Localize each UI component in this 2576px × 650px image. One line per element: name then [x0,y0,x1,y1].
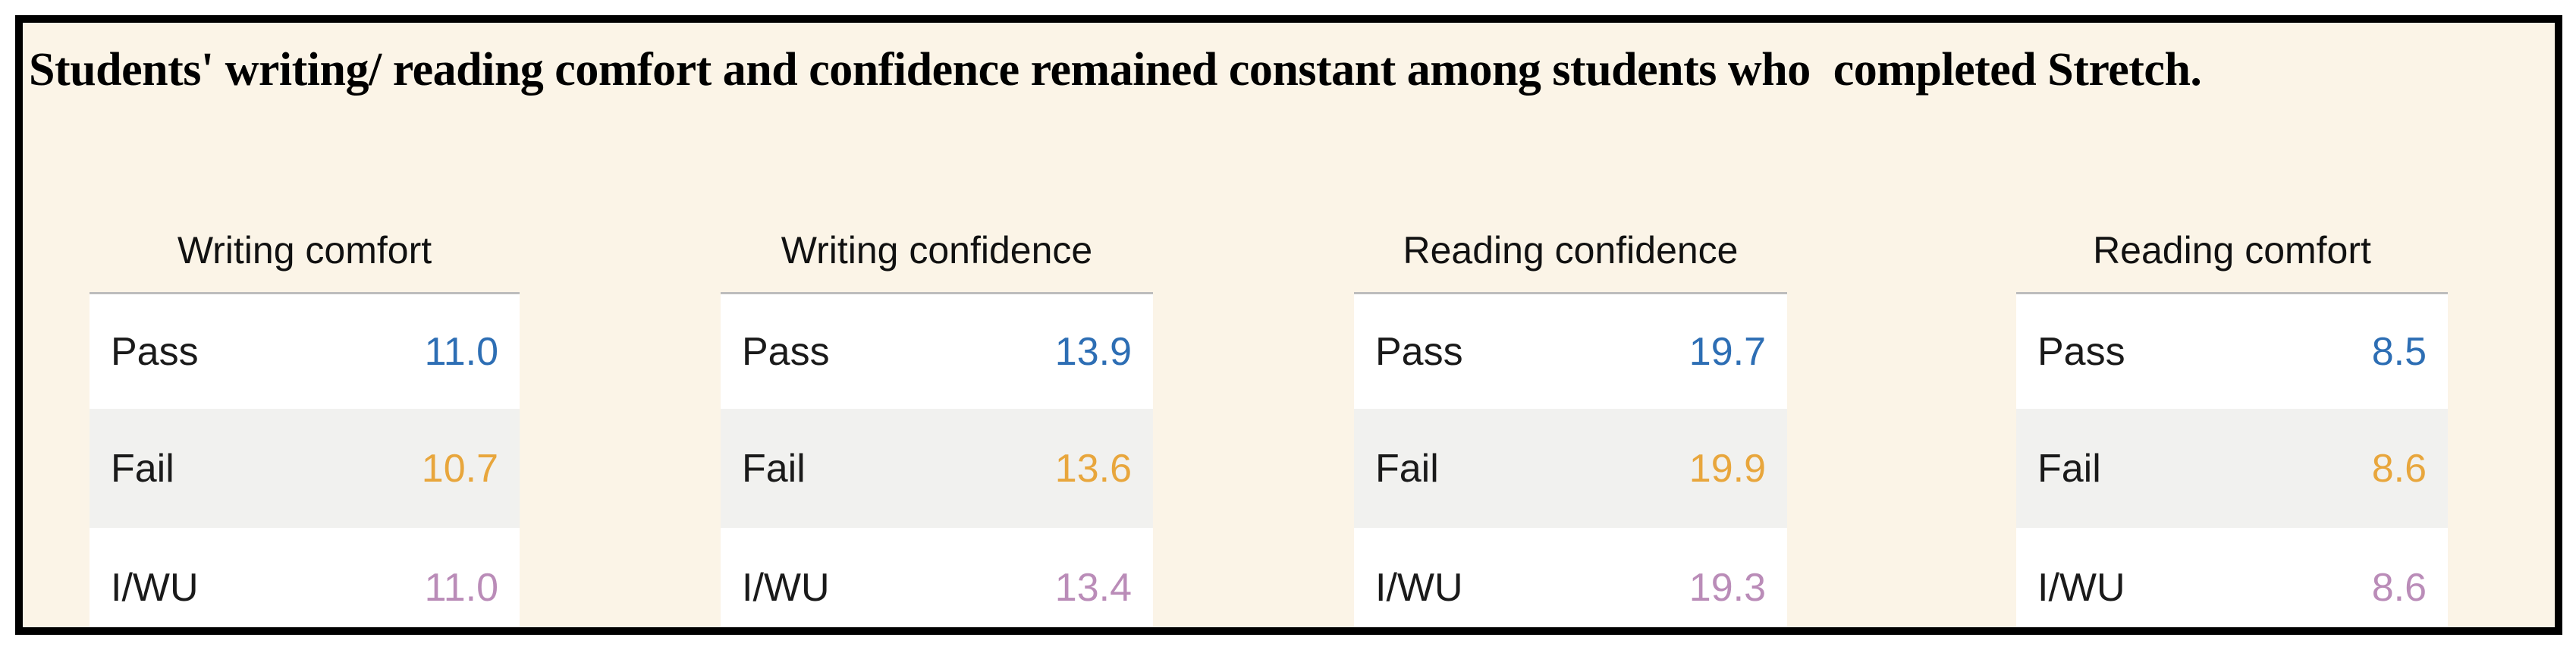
table-body: Pass 8.5 Fail 8.6 I/WU 8.6 [2016,294,2448,627]
row-label: I/WU [742,565,830,610]
row-label: Fail [742,446,806,491]
table-title: Reading comfort [2093,229,2371,272]
table-row-pass: Pass 11.0 [90,294,520,409]
table-row-iwu: I/WU 11.0 [90,528,520,627]
row-label: Fail [111,446,174,491]
table-title: Reading confidence [1403,229,1739,272]
row-label: Pass [2037,329,2125,374]
row-label: Pass [111,329,199,374]
table-header-separator [1354,292,1787,294]
row-label: Pass [742,329,830,374]
row-label: Fail [1375,446,1439,491]
row-label: I/WU [2037,565,2125,610]
table-row-pass: Pass 13.9 [721,294,1153,409]
dashboard-frame: Students' writing/ reading comfort and c… [15,15,2562,635]
value-cell: 8.6 [2371,565,2427,610]
table-header-separator [721,292,1153,294]
table-body: Pass 13.9 Fail 13.6 I/WU 13.4 [721,294,1153,627]
table-body: Pass 19.7 Fail 19.9 I/WU 19.3 [1354,294,1787,627]
table-header-separator [2016,292,2448,294]
table-reading-confidence: Reading confidence Pass 19.7 Fail 19.9 I… [1354,23,1787,627]
table-title: Writing comfort [177,229,432,272]
row-label: Fail [2037,446,2101,491]
table-row-fail: Fail 19.9 [1354,409,1787,528]
table-reading-comfort: Reading comfort Pass 8.5 Fail 8.6 I/WU 8… [2016,23,2448,627]
value-cell: 13.9 [1054,329,1132,374]
table-row-iwu: I/WU 13.4 [721,528,1153,627]
value-cell: 8.5 [2371,329,2427,374]
table-row-pass: Pass 19.7 [1354,294,1787,409]
table-title: Writing confidence [781,229,1093,272]
value-cell: 19.3 [1689,565,1766,610]
value-cell: 19.7 [1689,329,1766,374]
value-cell: 11.0 [424,329,498,374]
table-row-iwu: I/WU 19.3 [1354,528,1787,627]
value-cell: 19.9 [1689,446,1766,491]
value-cell: 8.6 [2371,446,2427,491]
table-header-separator [90,292,520,294]
row-label: I/WU [111,565,199,610]
dashboard-title: Students' writing/ reading comfort and c… [29,44,2202,96]
table-row-fail: Fail 8.6 [2016,409,2448,528]
table-writing-comfort: Writing comfort Pass 11.0 Fail 10.7 I/WU… [90,23,520,627]
table-row-pass: Pass 8.5 [2016,294,2448,409]
row-label: Pass [1375,329,1463,374]
value-cell: 11.0 [424,565,498,610]
table-row-fail: Fail 13.6 [721,409,1153,528]
value-cell: 10.7 [421,446,498,491]
table-row-iwu: I/WU 8.6 [2016,528,2448,627]
table-writing-confidence: Writing confidence Pass 13.9 Fail 13.6 I… [721,23,1153,627]
value-cell: 13.6 [1054,446,1132,491]
value-cell: 13.4 [1054,565,1132,610]
table-body: Pass 11.0 Fail 10.7 I/WU 11.0 [90,294,520,627]
row-label: I/WU [1375,565,1463,610]
table-row-fail: Fail 10.7 [90,409,520,528]
